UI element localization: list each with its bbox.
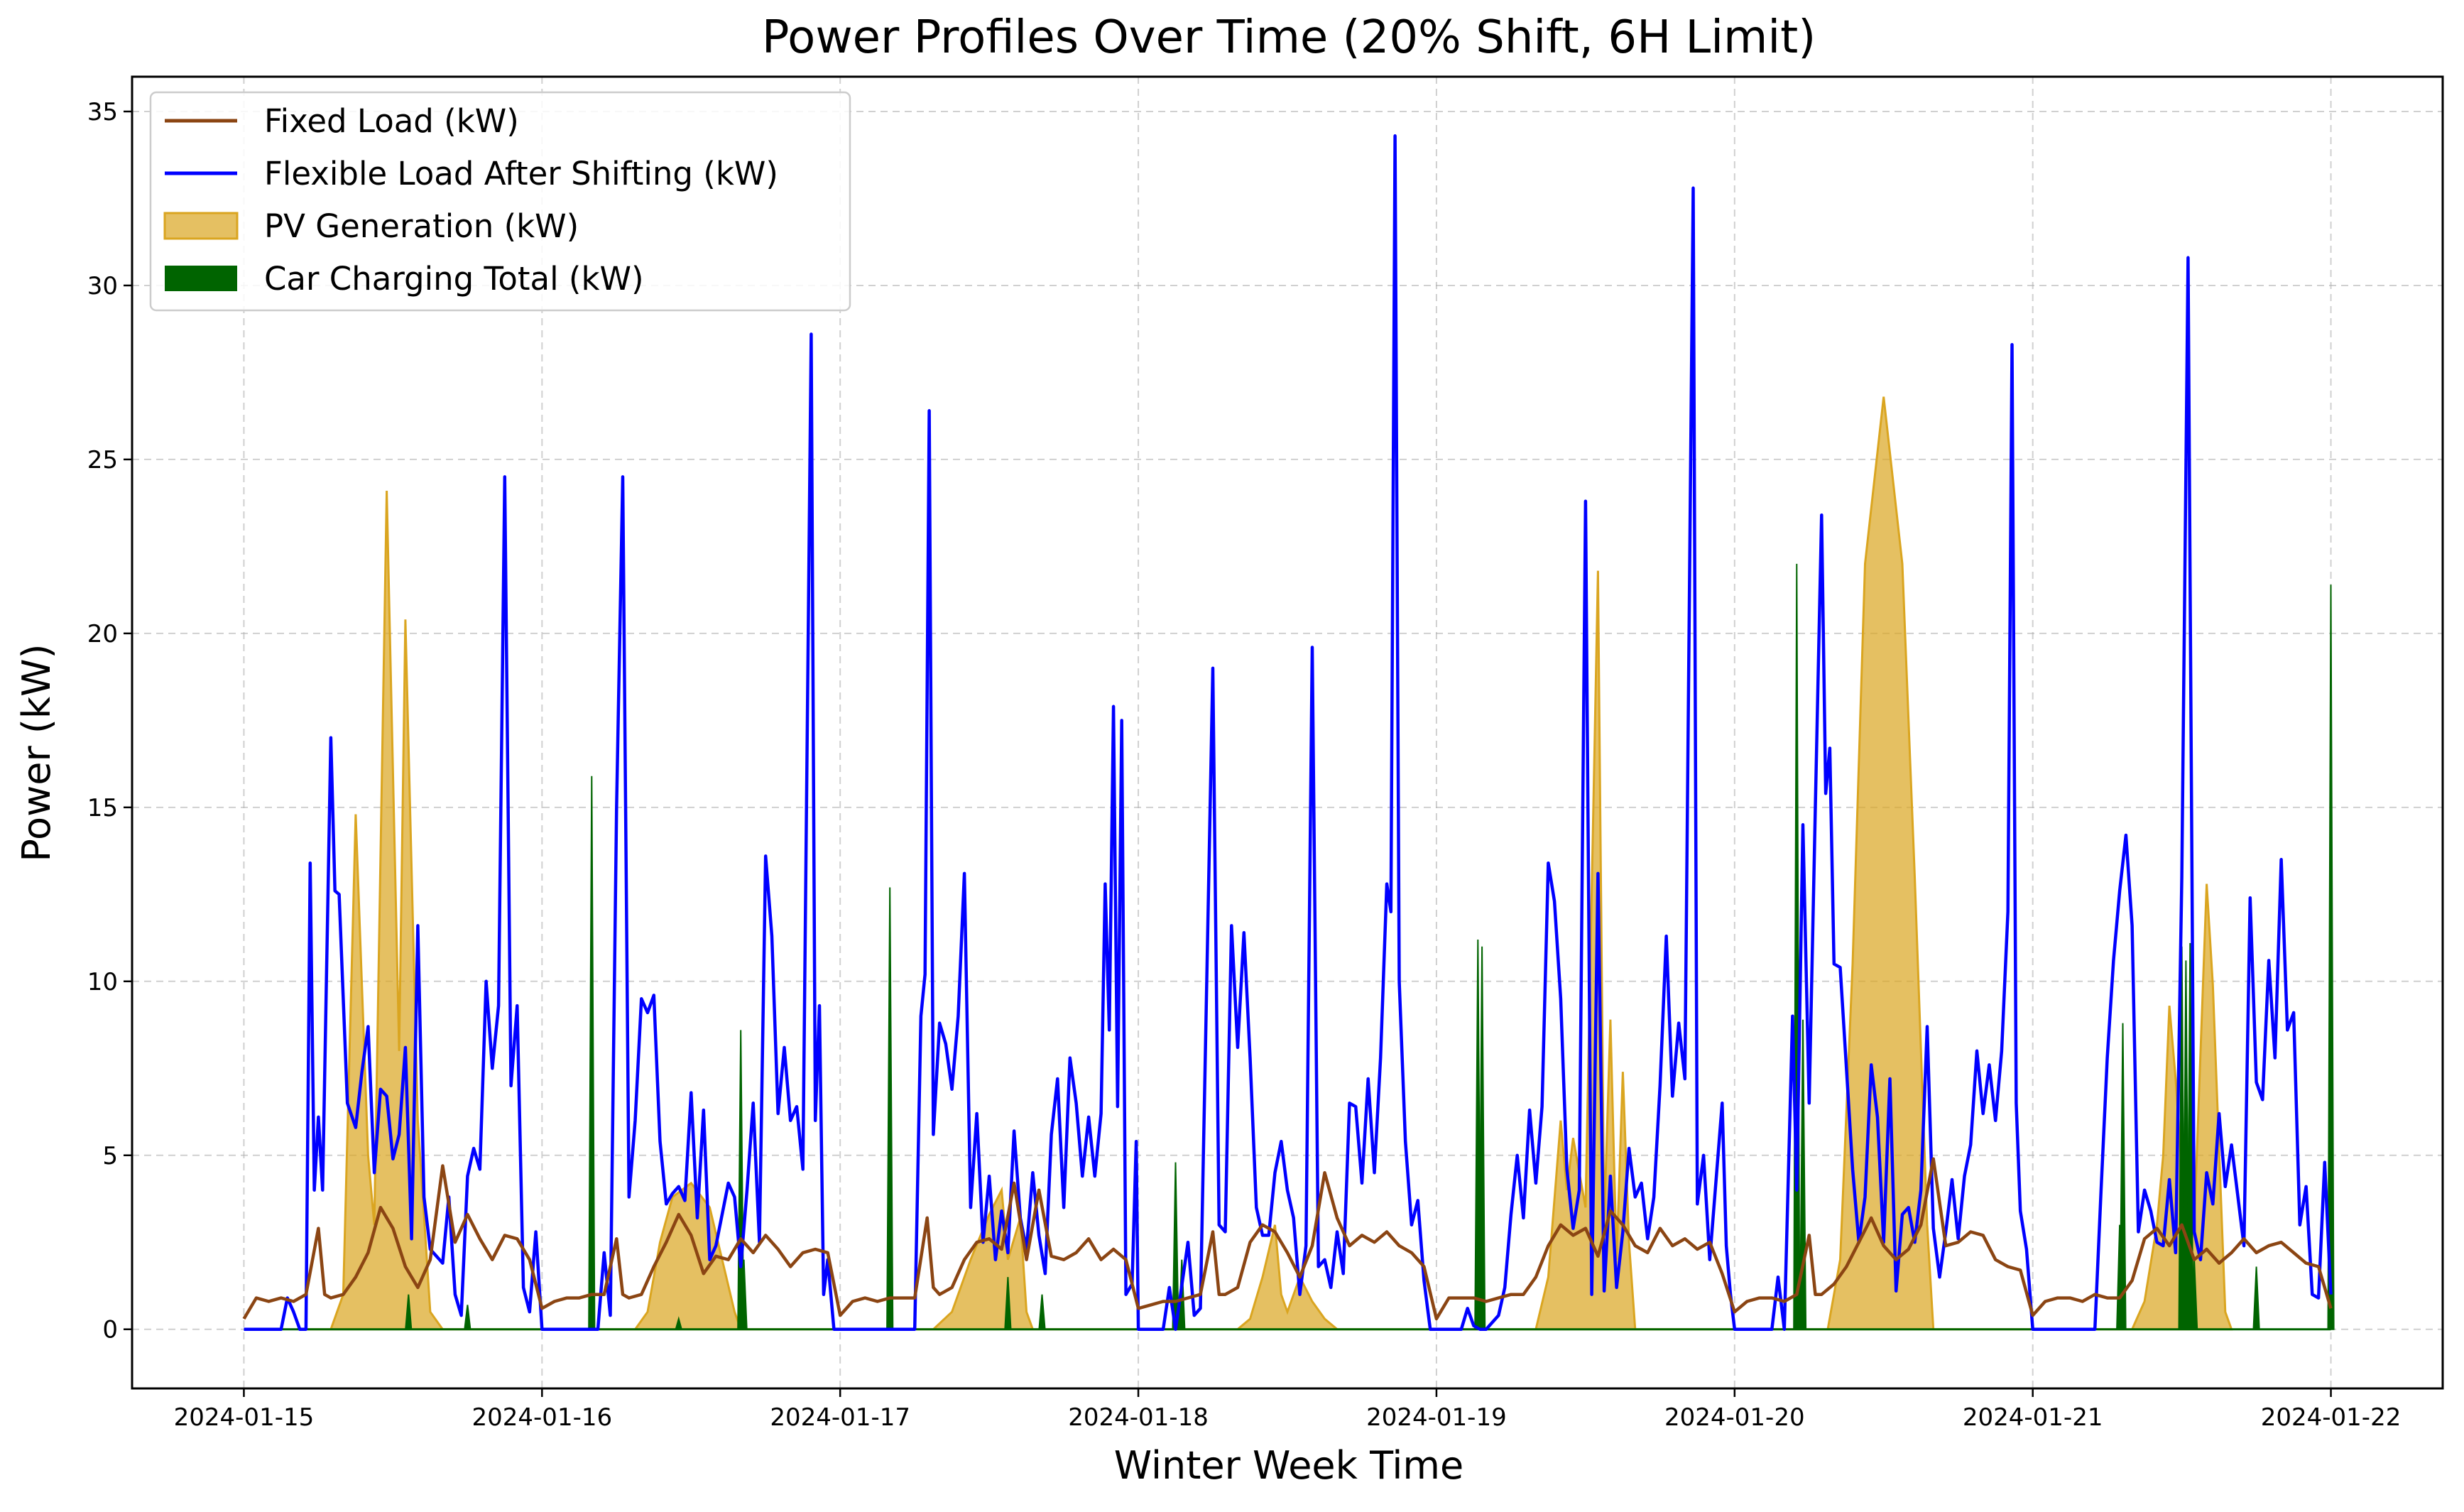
plot-frame (131, 75, 2444, 1390)
axis-ticks: 0 5 10 15 20 25 30 35 2024-01-15 2024-01-16 2024-0… (87, 98, 2402, 1432)
x-tick-label: 2024-01-17 (770, 1403, 910, 1432)
x-tick-label: 2024-01-22 (2261, 1403, 2402, 1432)
car-charging-spike (1004, 1277, 1012, 1330)
y-tick-label: 15 (87, 794, 118, 822)
x-axis-title: Winter Week Time (1114, 1443, 1463, 1488)
car-charging-spike (2252, 1266, 2260, 1330)
fixed-load-line (242, 1157, 2333, 1321)
x-tick-label: 2024-01-21 (1963, 1403, 2103, 1432)
car-charging-spike (675, 1316, 683, 1330)
y-tick-label: 35 (87, 98, 118, 126)
y-axis-title: Power (kW) (14, 643, 59, 861)
x-tick-label: 2024-01-18 (1068, 1403, 1209, 1432)
car-charging-spike (405, 1294, 413, 1330)
legend-label-flexible-load: Flexible Load After Shifting (kW) (264, 155, 778, 192)
y-tick-label: 0 (102, 1316, 118, 1344)
car-charging-spike (2327, 584, 2335, 1330)
legend-label-car-charging: Car Charging Total (kW) (264, 260, 644, 298)
y-tick-label: 10 (87, 968, 118, 996)
y-tick-label: 5 (102, 1142, 118, 1170)
chart-title: Power Profiles Over Time (20% Shift, 6H … (762, 11, 1816, 64)
y-tick-label: 20 (87, 620, 118, 648)
legend-swatch-car-charging (165, 266, 237, 291)
x-tick-label: 2024-01-15 (174, 1403, 315, 1432)
car-charging-spike (740, 1259, 748, 1330)
y-tick-label: 30 (87, 272, 118, 300)
plot-area (242, 134, 2335, 1331)
car-charging-spike (2186, 942, 2194, 1330)
y-tick-label: 25 (87, 446, 118, 474)
legend-box (149, 91, 851, 312)
car-charging-spike (464, 1305, 471, 1330)
car-charging-spike (1038, 1294, 1046, 1330)
car-charging-spike (2190, 1259, 2198, 1330)
flexible-load-line (244, 134, 2333, 1331)
legend-swatch-pv-generation (163, 212, 239, 240)
legend: Fixed Load (kW) Flexible Load After Shif… (149, 91, 851, 312)
x-tick-label: 2024-01-16 (472, 1403, 613, 1432)
x-tick-label: 2024-01-19 (1366, 1403, 1507, 1432)
car-charging-spike (2119, 1023, 2127, 1330)
x-tick-label: 2024-01-20 (1664, 1403, 1805, 1432)
legend-label-pv-generation: PV Generation (kW) (264, 207, 579, 245)
legend-label-fixed-load: Fixed Load (kW) (264, 102, 519, 140)
